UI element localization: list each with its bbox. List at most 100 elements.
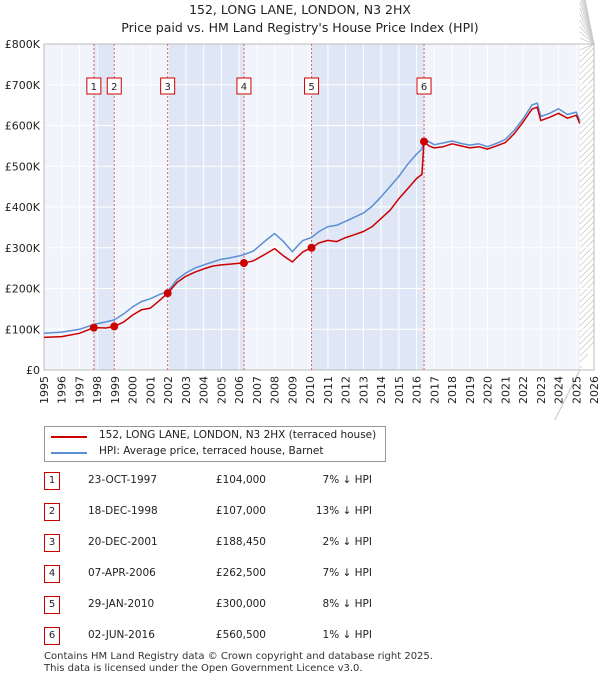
transaction-label: 4 [241, 82, 247, 93]
x-tick-label: 2008 [269, 376, 282, 404]
series-line [43, 102, 581, 335]
legend-swatch-hpi [51, 452, 87, 454]
transaction-hpi: 8% ↓ HPI [322, 598, 372, 610]
transaction-point [110, 322, 119, 331]
x-tick-label: 2019 [464, 376, 477, 404]
hatch-line [579, 251, 595, 267]
y-tick-label: £100K [5, 323, 41, 336]
transaction-point [420, 137, 429, 146]
y-tick-label: £800K [5, 38, 41, 51]
transaction-marker: 3 [44, 534, 60, 552]
y-tick-label: £700K [5, 79, 41, 92]
legend-label-property: 152, LONG LANE, LONDON, N3 2HX (terraced… [99, 429, 377, 441]
hatch-line [579, 299, 595, 315]
hatch-line [579, 197, 595, 213]
hatch-line [579, 185, 595, 201]
transaction-label: 2 [111, 82, 117, 93]
transaction-price: £188,450 [215, 536, 266, 548]
hatch-line [579, 119, 595, 135]
x-tick-label: 1999 [109, 376, 122, 404]
y-tick-label: £300K [5, 242, 41, 255]
transaction-date: 23-OCT-1997 [88, 474, 157, 486]
hatch-line [579, 167, 595, 183]
hatch-line [579, 19, 595, 45]
transaction-label-box [416, 77, 432, 95]
plot-frame [43, 43, 595, 371]
transaction-label-box [304, 77, 320, 95]
x-tick-label: 2009 [286, 376, 299, 404]
legend-swatch-property [51, 436, 87, 438]
transaction-date: 20-DEC-2001 [88, 536, 158, 548]
hatch-line [579, 311, 595, 327]
table-row: 6 02-JUN-2016 £560,500 1% ↓ HPI [44, 627, 444, 647]
hatch-line [575, 369, 581, 379]
x-tick-label: 1998 [91, 376, 104, 404]
transaction-marker: 6 [44, 627, 60, 645]
x-tick-label: 2004 [198, 376, 211, 404]
hatch-line [579, 161, 595, 177]
hatch-line [579, 227, 595, 243]
x-tick-label: 2006 [233, 376, 246, 404]
hatch-line [579, 131, 595, 147]
hatch-line [579, 101, 595, 117]
x-tick-label: 2011 [322, 376, 335, 404]
hatch-line [579, 137, 595, 153]
hatch-line [579, 83, 595, 99]
x-tick-label: 2014 [375, 376, 388, 404]
x-tick-label: 1995 [38, 376, 51, 404]
legend-label-hpi: HPI: Average price, terraced house, Barn… [99, 445, 324, 457]
transaction-label: 5 [308, 82, 314, 93]
price-chart: £0 £100K £200K £300K £400K £500K £600K £700K £80… [5, 0, 600, 420]
hatch-line [579, 353, 589, 363]
hatch-line [579, 107, 595, 123]
hatch-line [579, 233, 595, 249]
table-row: 5 29-JAN-2010 £300,000 8% ↓ HPI [44, 596, 444, 616]
hatch-line [579, 65, 595, 81]
hatch-line [579, 71, 595, 87]
series-line [43, 106, 581, 339]
transaction-point [239, 259, 248, 268]
y-tick-label: £0 [26, 364, 40, 377]
y-tick-label: £500K [5, 160, 41, 173]
x-tick-label: 2015 [393, 376, 406, 404]
transaction-label: 3 [164, 82, 170, 93]
legend: 152, LONG LANE, LONDON, N3 2HX (terraced… [44, 426, 386, 462]
x-tick-label: 2005 [215, 376, 228, 404]
x-tick-label: 2013 [357, 376, 370, 404]
footer-copyright: Contains HM Land Registry data © Crown c… [44, 651, 433, 662]
x-tick-label: 2020 [482, 376, 495, 404]
hatch-line [579, 323, 595, 339]
transaction-label: 6 [421, 82, 427, 93]
transaction-label-box [236, 77, 252, 95]
table-row: 2 18-DEC-1998 £107,000 13% ↓ HPI [44, 503, 444, 523]
x-tick-label: 2017 [428, 376, 441, 404]
hatch-line [579, 341, 595, 357]
transaction-price: £300,000 [215, 598, 266, 610]
hatch-line [579, 143, 595, 159]
hatch-line [584, 0, 595, 45]
x-tick-label: 2000 [127, 376, 140, 404]
hatch-line [579, 25, 595, 45]
transaction-point [89, 323, 98, 332]
hatch-line [579, 31, 595, 45]
transaction-date: 18-DEC-1998 [88, 505, 158, 517]
chart-title: 152, LONG LANE, LONDON, N3 2HX [189, 2, 411, 17]
transaction-label-box [106, 77, 122, 95]
x-tick-label: 1997 [73, 376, 86, 404]
transaction-marker: 1 [44, 472, 60, 490]
transaction-label-box [86, 77, 102, 95]
transaction-price: £262,500 [215, 567, 266, 579]
transaction-point [163, 289, 172, 298]
hatch-line [579, 155, 595, 171]
y-tick-label: £600K [5, 120, 41, 133]
transaction-price: £107,000 [215, 505, 266, 517]
x-tick-label: 2024 [553, 376, 566, 404]
transaction-hpi: 7% ↓ HPI [322, 474, 372, 486]
transaction-point [307, 243, 316, 252]
hatch-line [579, 275, 595, 291]
hatch-line [579, 37, 595, 45]
hatch-line [579, 89, 595, 105]
transaction-hpi: 13% ↓ HPI [315, 505, 372, 517]
hatch-line [579, 305, 595, 321]
y-tick-label: £400K [5, 201, 41, 214]
